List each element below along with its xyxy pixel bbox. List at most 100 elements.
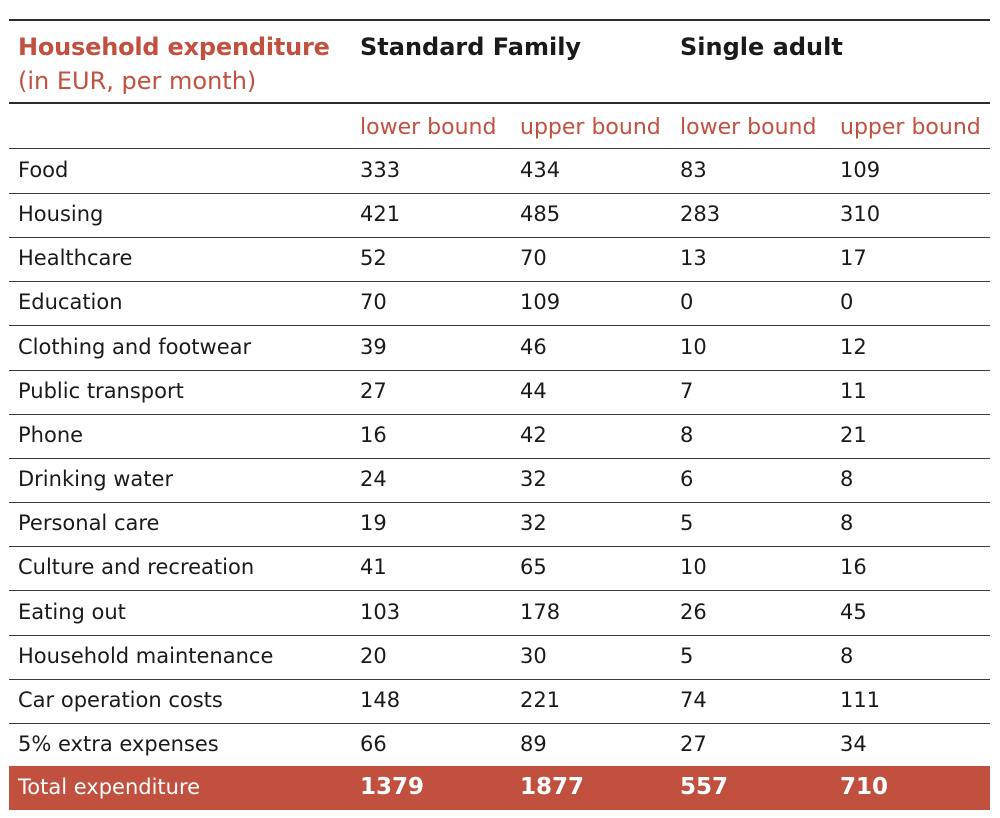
single-lower-value: 283 [680,202,721,226]
family-lower-value: 103 [360,600,401,624]
row-label: Public transport [18,379,184,403]
row-label: Housing [18,202,104,226]
single-lower-value: 10 [680,335,707,359]
table-row: Culture and recreation 41 65 10 16 [9,546,990,591]
table-row: Education 70 109 0 0 [9,281,990,326]
family-upper-value: 30 [520,644,547,668]
single-upper-value: 0 [840,290,854,314]
single-lower-value: 8 [680,423,694,447]
row-label: Personal care [18,511,160,535]
table-row: Car operation costs 148 221 74 111 [9,679,990,724]
family-upper-value: 434 [520,158,561,182]
table-row: Household maintenance 20 30 5 8 [9,635,990,680]
row-label: Education [18,290,123,314]
family-lower-value: 70 [360,290,387,314]
table-row: Healthcare 52 70 13 17 [9,237,990,282]
single-upper-value: 16 [840,555,867,579]
single-upper-value: 8 [840,511,854,535]
row-label: Household maintenance [18,644,274,668]
family-upper-value: 109 [520,290,561,314]
family-lower-value: 52 [360,246,387,270]
single-upper-value: 8 [840,644,854,668]
family-upper-value: 44 [520,379,547,403]
family-lower-value: 333 [360,158,401,182]
row-label: Clothing and footwear [18,335,252,359]
table-row: Drinking water 24 32 6 8 [9,458,990,503]
single-upper-value: 111 [840,688,881,712]
total-label: Total expenditure [18,775,201,799]
table-row: Public transport 27 44 7 11 [9,370,990,415]
family-lower-value: 20 [360,644,387,668]
single-lower-value: 27 [680,732,707,756]
family-upper-value: 70 [520,246,547,270]
single-upper-value: 34 [840,732,867,756]
single-upper-value: 109 [840,158,881,182]
family-upper-value: 221 [520,688,561,712]
row-label: Eating out [18,600,126,624]
family-lower-value: 39 [360,335,387,359]
family-lower-value: 24 [360,467,387,491]
family-lower-value: 16 [360,423,387,447]
subheader-single-lower: lower bound [680,115,817,140]
total-single-lower: 557 [680,774,729,800]
table-subtitle: (in EUR, per month) [18,67,257,95]
row-label: Culture and recreation [18,555,255,579]
family-upper-value: 65 [520,555,547,579]
table-row: Eating out 103 178 26 45 [9,591,990,636]
family-upper-value: 89 [520,732,547,756]
single-upper-value: 8 [840,467,854,491]
single-lower-value: 5 [680,511,694,535]
family-upper-value: 46 [520,335,547,359]
row-label: Car operation costs [18,688,223,712]
single-lower-value: 6 [680,467,694,491]
family-upper-value: 485 [520,202,561,226]
table-row: Food 333 434 83 109 [9,149,990,194]
table-header: Household expenditure (in EUR, per month… [9,21,990,103]
total-single-upper: 710 [840,774,889,800]
subheader-single-upper: upper bound [840,115,981,140]
table-row: Clothing and footwear 39 46 10 12 [9,326,990,371]
row-label: Phone [18,423,84,447]
family-lower-value: 148 [360,688,401,712]
single-upper-value: 12 [840,335,867,359]
family-upper-value: 178 [520,600,561,624]
family-lower-value: 66 [360,732,387,756]
subheader-family-upper: upper bound [520,115,661,140]
single-upper-value: 310 [840,202,881,226]
total-row: Total expenditure 1379 1877 557 710 [9,766,990,810]
single-lower-value: 26 [680,600,707,624]
table-row: Phone 16 42 8 21 [9,414,990,459]
table-row: Personal care 19 32 5 8 [9,502,990,547]
group-header-single-adult: Single adult [680,33,843,61]
single-lower-value: 13 [680,246,707,270]
group-header-standard-family: Standard Family [360,33,582,61]
table-row: 5% extra expenses 66 89 27 34 [9,723,990,767]
single-upper-value: 17 [840,246,867,270]
subheader-row: lower bound upper bound lower bound uppe… [9,104,990,149]
family-lower-value: 27 [360,379,387,403]
single-lower-value: 0 [680,290,694,314]
single-lower-value: 7 [680,379,694,403]
table-title: Household expenditure [18,33,330,61]
single-lower-value: 83 [680,158,707,182]
row-label: 5% extra expenses [18,732,219,756]
family-upper-value: 32 [520,467,547,491]
total-family-upper: 1877 [520,774,585,800]
family-lower-value: 421 [360,202,401,226]
row-label: Drinking water [18,467,174,491]
table-row: Housing 421 485 283 310 [9,193,990,238]
row-label: Food [18,158,69,182]
single-upper-value: 45 [840,600,867,624]
single-lower-value: 10 [680,555,707,579]
row-label: Healthcare [18,246,133,270]
single-lower-value: 74 [680,688,707,712]
family-lower-value: 19 [360,511,387,535]
subheader-family-lower: lower bound [360,115,497,140]
family-upper-value: 42 [520,423,547,447]
total-family-lower: 1379 [360,774,425,800]
single-upper-value: 11 [840,379,867,403]
single-lower-value: 5 [680,644,694,668]
family-upper-value: 32 [520,511,547,535]
header-rule [9,102,990,104]
